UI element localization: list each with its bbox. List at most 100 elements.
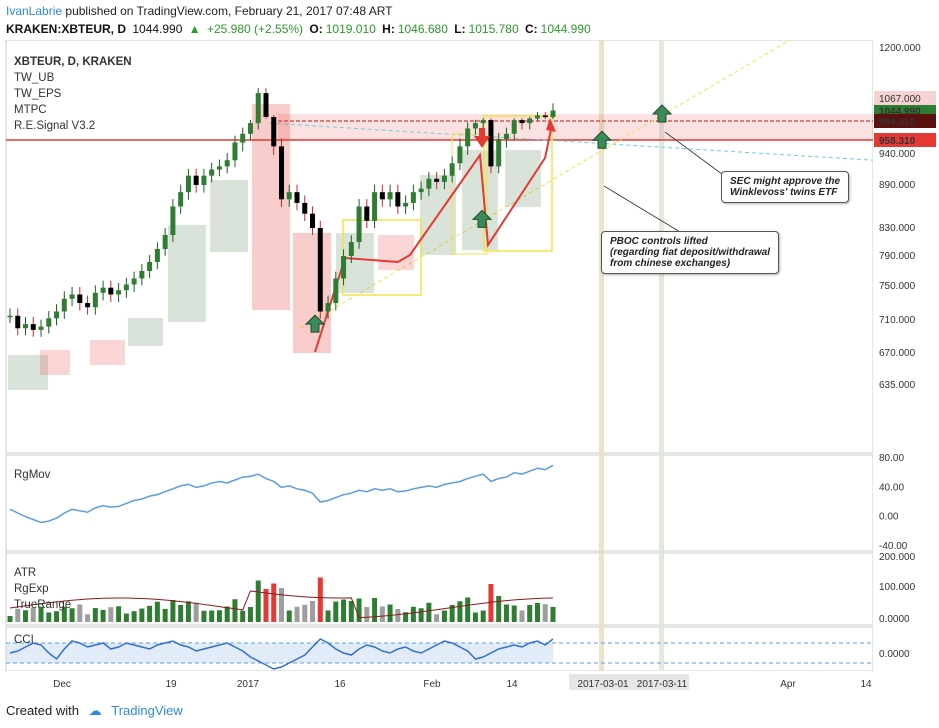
pattern-box	[89, 339, 126, 366]
atr-bar	[240, 610, 246, 622]
atr-bar	[69, 608, 75, 622]
quote-line: KRAKEN:XBTEUR, D 1044.990 ▲ +25.980 (+2.…	[6, 22, 591, 36]
rgmov-tick-label: 0.00	[879, 512, 899, 523]
candle-body	[216, 166, 222, 170]
chart-svg[interactable]: 1200.0001067.0001039.000940.000890.00083…	[0, 40, 939, 695]
candle-body	[286, 192, 292, 200]
price-tick-label: 830.000	[879, 223, 916, 234]
candle-body	[170, 206, 176, 235]
last-price: 1044.990	[132, 22, 183, 36]
price-tag-label: 1067.000	[879, 94, 921, 105]
atr-bar	[488, 584, 494, 622]
change-value: +25.980 (+2.55%)	[206, 22, 304, 36]
pattern-box	[39, 349, 71, 376]
atr-bar	[410, 606, 416, 622]
candle-body	[7, 315, 13, 318]
time-tick-label: Apr	[780, 679, 796, 690]
atr-bar	[480, 610, 486, 622]
candle-body	[92, 292, 98, 308]
candle-body	[162, 235, 168, 249]
legend-indicator: TW_UB	[14, 72, 55, 84]
atr-bar	[550, 606, 556, 622]
truerange-label: TrueRange	[14, 599, 72, 611]
author-link[interactable]: IvanLabrie	[6, 4, 63, 18]
candle-body	[403, 202, 409, 207]
candle-body	[271, 116, 277, 147]
atr-bar	[178, 605, 184, 622]
resistance-band	[278, 114, 873, 141]
time-tick-label: 2017	[237, 679, 260, 690]
candle-body	[178, 192, 184, 207]
atr-bar	[310, 601, 316, 622]
candle-body	[341, 256, 347, 279]
candle-body	[426, 178, 432, 189]
candle-body	[263, 93, 269, 117]
candle-body	[154, 249, 160, 262]
rgmov-legend: RgMov	[14, 467, 50, 483]
candle-body	[364, 206, 370, 221]
callout-connector	[664, 131, 731, 181]
atr-bar	[302, 604, 308, 622]
candle-body	[441, 175, 447, 182]
candle-body	[503, 133, 509, 140]
candle-body	[333, 278, 339, 303]
candle-body	[185, 175, 191, 193]
price-tick-label: 890.000	[879, 180, 916, 191]
atr-bar	[511, 605, 517, 622]
candle-body	[310, 213, 316, 228]
candle-body	[457, 146, 463, 164]
atr-bar	[162, 609, 168, 622]
rgmov-tick-label: 80.00	[879, 453, 904, 464]
tradingview-link[interactable]: TradingView	[111, 703, 183, 718]
atr-bar	[465, 597, 471, 622]
price-tag	[874, 91, 936, 105]
callout-line: Winklevoss' twins ETF	[730, 187, 838, 198]
atr-bar	[92, 608, 98, 622]
atr-bar	[279, 588, 284, 622]
trendline-down	[269, 122, 874, 161]
candle-body	[534, 115, 540, 119]
up-arrow-icon: ▲	[188, 22, 201, 36]
candle-body	[488, 120, 494, 167]
atr-bar	[224, 606, 230, 622]
atr-bar	[263, 589, 269, 622]
cci-band	[6, 643, 553, 663]
candle-body	[240, 133, 246, 143]
atr-bar	[46, 612, 52, 622]
price-tick-label: 750.000	[879, 281, 916, 292]
atr-bar	[116, 606, 122, 622]
legend-indicator: MTPC	[14, 104, 47, 116]
atr-bar	[139, 608, 145, 622]
callout-line: PBOC controls lifted	[610, 236, 708, 247]
legend-title: XBTEUR, D, KRAKEN	[14, 56, 132, 68]
atr-bar	[77, 604, 83, 622]
atr-bar	[317, 577, 323, 622]
price-tick-label: 710.000	[879, 315, 916, 326]
time-tick-label: 14	[860, 679, 872, 690]
pattern-box	[461, 149, 499, 251]
pboc-callout[interactable]: PBOC controls lifted (regarding fiat dep…	[601, 231, 780, 274]
atr-bar	[341, 599, 347, 622]
candle-body	[356, 206, 362, 242]
atr-bar	[232, 599, 238, 622]
candle-body	[224, 160, 230, 167]
cci-legend: CCI	[14, 632, 34, 648]
atr-tick-label: 100.000	[879, 582, 916, 593]
buy-signal-icon	[304, 314, 326, 333]
legend-indicator: R.E.Signal V3.2	[14, 120, 96, 132]
sec-callout[interactable]: SEC might approve the Winklevoss' twins …	[721, 171, 850, 203]
publish-text: published on TradingView.com, February 2…	[65, 4, 393, 18]
atr-bar	[201, 610, 207, 622]
cci-line	[9, 638, 554, 670]
rgmov-pane	[5, 454, 874, 552]
candle-body	[38, 326, 44, 330]
atr-bar	[372, 598, 378, 622]
atr-bar	[527, 605, 533, 622]
atr-bar	[348, 601, 354, 622]
candle-body	[542, 115, 548, 118]
atr-bar	[379, 606, 385, 622]
cci-tick-label: 0.0000	[879, 649, 910, 660]
atr-bar	[395, 609, 401, 622]
candle-body	[294, 192, 300, 203]
wave-arrowhead	[546, 118, 556, 132]
